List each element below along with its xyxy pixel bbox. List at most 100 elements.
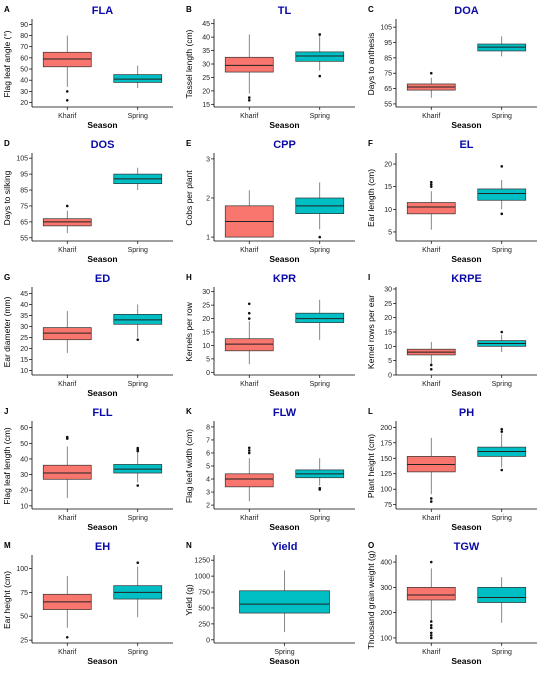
panel-i: I KRPE 0 5 10 15 20 25 30 Kernel rows per ear Khar… <box>366 273 537 398</box>
x-tick-label: Spring <box>310 113 330 120</box>
outlier-point <box>500 468 504 472</box>
box-kharif <box>42 51 92 68</box>
outlier-point <box>429 631 433 635</box>
y-tick-label: 750 <box>198 590 210 597</box>
y-tick-label: 95 <box>20 172 28 179</box>
panel-g: G ED 10 15 20 25 30 35 40 45 Ear diameter (mm) Khar… <box>2 273 173 398</box>
outlier-point <box>318 235 322 239</box>
panel-c: C DOA 55 65 75 85 95 105 Days to anthesis Kharif S… <box>366 5 537 130</box>
y-tick-label: 75 <box>384 71 392 78</box>
y-tick-label: 1000 <box>194 574 210 581</box>
x-axis-label: Season <box>87 656 117 666</box>
y-tick-label: 6 <box>206 450 210 457</box>
y-tick-label: 10 <box>384 344 392 351</box>
y-tick-label: 20 <box>202 316 210 323</box>
y-tick-label: 40 <box>20 302 28 309</box>
panel-label: N <box>186 541 192 550</box>
y-tick-label: 30 <box>202 289 210 296</box>
y-tick-label: 45 <box>202 21 210 28</box>
outlier-point <box>429 367 433 371</box>
x-axis-label: Season <box>87 254 117 264</box>
x-axis-label: Season <box>451 120 481 130</box>
panel-a: A FLA 20 30 40 50 60 70 80 90 Flag leaf angle (°) K… <box>2 5 173 130</box>
x-tick-label: Kharif <box>58 515 76 522</box>
y-tick-label: 75 <box>20 203 28 210</box>
y-tick-label: 10 <box>202 343 210 350</box>
panel-title: KRPE <box>451 273 482 285</box>
panel-label: A <box>4 5 10 14</box>
y-tick-label: 60 <box>20 425 28 432</box>
y-tick-label: 50 <box>20 67 28 74</box>
outlier-point <box>429 363 433 367</box>
x-tick-label: Kharif <box>240 515 258 522</box>
panel-title: KPR <box>273 273 296 285</box>
x-axis-label: Season <box>451 254 481 264</box>
y-tick-label: 300 <box>380 585 392 592</box>
outlier-point <box>429 620 433 623</box>
x-tick-label: Spring <box>128 515 148 522</box>
panel-title: CPP <box>273 139 296 151</box>
box-spring <box>295 51 345 62</box>
outlier-point <box>65 204 69 208</box>
x-tick-label: Spring <box>128 649 148 656</box>
x-tick-label: Kharif <box>422 247 440 254</box>
y-tick-label: 70 <box>20 44 28 51</box>
y-tick-label: 5 <box>388 358 392 365</box>
y-tick-label: 25 <box>202 75 210 82</box>
panel-e: E CPP 1 2 3 Cobs per plant Kharif Spring Season <box>184 139 355 264</box>
outlier-point <box>429 180 433 184</box>
box-spring <box>477 587 527 603</box>
outlier-point <box>247 96 251 99</box>
y-axis-label: Ear length (cm) <box>366 169 376 227</box>
y-axis-label: Cobs per plant <box>184 170 194 226</box>
panel-label: I <box>368 273 370 282</box>
x-tick-label: Spring <box>492 381 512 388</box>
y-axis-label: Ear diameter (mm) <box>2 296 12 367</box>
outlier-point <box>429 623 433 627</box>
x-tick-label: Spring <box>128 247 148 254</box>
x-axis-label: Season <box>87 388 117 398</box>
y-axis-label: Tassel length (cm) <box>184 29 194 98</box>
outlier-point <box>429 183 433 186</box>
box-spring <box>113 74 163 83</box>
x-tick-label: Spring <box>128 381 148 388</box>
outlier-point <box>136 484 140 487</box>
outlier-point <box>247 317 251 320</box>
y-tick-label: 25 <box>20 335 28 342</box>
outlier-point <box>429 636 433 640</box>
y-tick-label: 25 <box>202 303 210 310</box>
y-tick-label: 5 <box>206 356 210 363</box>
y-tick-label: 2 <box>206 196 210 203</box>
x-tick-label: Kharif <box>422 649 440 656</box>
y-tick-label: 100 <box>16 566 28 573</box>
y-tick-label: 15 <box>384 330 392 337</box>
y-tick-label: 65 <box>20 219 28 226</box>
outlier-point <box>247 451 251 455</box>
x-axis-label: Season <box>451 522 481 532</box>
panel-k: K FLW 2 3 4 5 6 7 8 Flag leaf width (cm) Kharif Spr… <box>184 407 355 532</box>
y-tick-label: 8 <box>206 424 210 431</box>
x-tick-label: Spring <box>310 381 330 388</box>
y-tick-label: 55 <box>20 235 28 242</box>
y-tick-label: 200 <box>380 425 392 432</box>
outlier-point <box>136 561 140 565</box>
y-tick-label: 85 <box>20 188 28 195</box>
x-tick-label: Spring <box>274 649 294 656</box>
y-tick-label: 95 <box>384 40 392 47</box>
panel-l: L PH 75 100 125 150 175 200 Plant height (cm) Kha… <box>366 407 537 532</box>
y-tick-label: 85 <box>384 55 392 62</box>
panel-h: H KPR 0 5 10 15 20 25 30 Kernels per row Kharif Spr… <box>184 273 355 398</box>
y-tick-label: 1250 <box>194 558 210 565</box>
y-tick-label: 75 <box>20 590 28 597</box>
panel-title: PH <box>459 407 474 419</box>
x-tick-label: Kharif <box>58 113 76 120</box>
box-spring <box>239 590 330 614</box>
x-tick-label: Spring <box>492 113 512 120</box>
x-tick-label: Spring <box>310 515 330 522</box>
outlier-point <box>318 488 322 491</box>
y-tick-label: 175 <box>380 440 392 447</box>
outlier-point <box>247 449 251 452</box>
box-spring <box>295 312 345 323</box>
y-tick-label: 60 <box>20 55 28 62</box>
y-axis-label: Flag leaf angle (°) <box>2 30 12 97</box>
